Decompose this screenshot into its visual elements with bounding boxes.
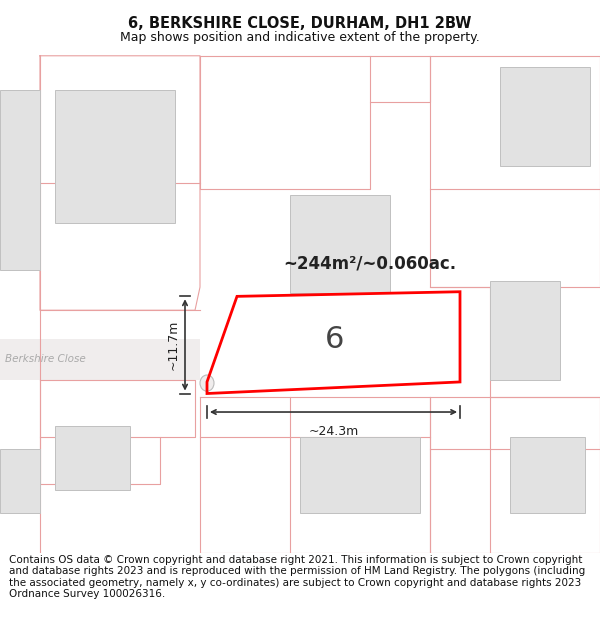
Polygon shape xyxy=(0,91,40,270)
Polygon shape xyxy=(0,449,40,512)
Text: Contains OS data © Crown copyright and database right 2021. This information is : Contains OS data © Crown copyright and d… xyxy=(9,554,585,599)
Text: ~244m²/~0.060ac.: ~244m²/~0.060ac. xyxy=(283,255,457,273)
Text: ~11.7m: ~11.7m xyxy=(167,320,179,370)
Circle shape xyxy=(200,375,214,391)
Polygon shape xyxy=(510,438,585,512)
Text: 6: 6 xyxy=(325,324,344,354)
Text: ~24.3m: ~24.3m xyxy=(308,425,359,438)
Polygon shape xyxy=(500,68,590,166)
Text: Map shows position and indicative extent of the property.: Map shows position and indicative extent… xyxy=(120,31,480,44)
Text: Berkshire Close: Berkshire Close xyxy=(5,354,86,364)
Polygon shape xyxy=(490,281,560,379)
Polygon shape xyxy=(55,91,175,224)
Polygon shape xyxy=(55,426,130,489)
Bar xyxy=(0,339,200,379)
Polygon shape xyxy=(300,438,420,512)
Polygon shape xyxy=(290,194,390,293)
Text: 6, BERKSHIRE CLOSE, DURHAM, DH1 2BW: 6, BERKSHIRE CLOSE, DURHAM, DH1 2BW xyxy=(128,16,472,31)
